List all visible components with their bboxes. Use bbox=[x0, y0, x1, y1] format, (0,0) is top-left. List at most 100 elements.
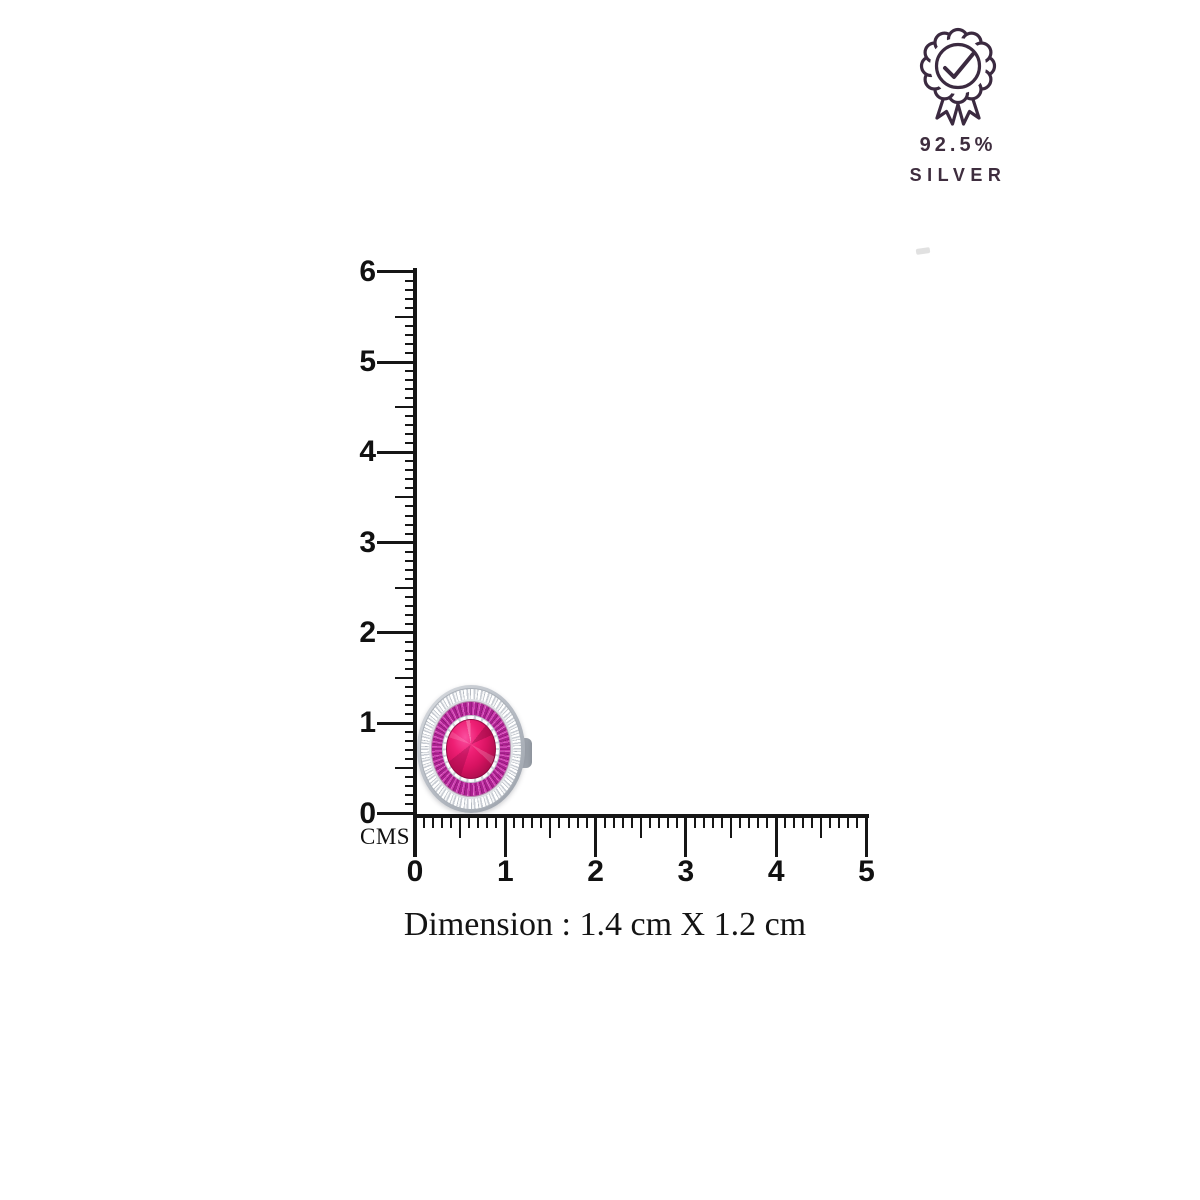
ruler-tick bbox=[459, 816, 462, 838]
ruler-tick bbox=[432, 816, 435, 828]
ruler-tick bbox=[630, 816, 633, 828]
horizontal-ruler-number: 3 bbox=[677, 855, 695, 888]
certification-badge: 92.5% SILVER bbox=[858, 24, 1058, 186]
ruler-tick bbox=[404, 559, 417, 562]
ruler-tick bbox=[684, 816, 688, 857]
ruler-tick bbox=[486, 816, 489, 828]
ruler-tick bbox=[404, 505, 417, 508]
ruler-tick bbox=[567, 816, 570, 828]
ruler-tick bbox=[404, 749, 417, 752]
ruler-tick bbox=[404, 695, 417, 698]
ruler-tick bbox=[376, 812, 417, 815]
ruler-tick bbox=[811, 816, 814, 828]
ruler-tick bbox=[739, 816, 742, 828]
ruler-tick bbox=[404, 794, 417, 797]
ruler-tick bbox=[404, 668, 417, 671]
faint-smudge-mark bbox=[915, 247, 931, 255]
ruler-tick bbox=[468, 816, 471, 828]
ruler-tick bbox=[585, 816, 588, 828]
vertical-ruler-number: 1 bbox=[359, 706, 376, 740]
ruler-tick bbox=[594, 816, 598, 857]
ruler-tick bbox=[829, 816, 832, 828]
ruler-tick bbox=[376, 721, 417, 725]
ruler-tick bbox=[404, 740, 417, 743]
ruler-tick bbox=[477, 816, 480, 828]
ruler-tick bbox=[612, 816, 615, 828]
ruler-tick bbox=[666, 816, 669, 828]
ruler-tick bbox=[838, 816, 841, 828]
ruler-tick bbox=[404, 731, 417, 734]
ruler-tick bbox=[394, 586, 417, 589]
ruler-tick bbox=[404, 640, 417, 643]
ruler-tick bbox=[404, 397, 417, 400]
vertical-ruler-number: 5 bbox=[359, 345, 376, 378]
ruler-tick bbox=[404, 433, 417, 436]
ruler-tick bbox=[847, 816, 850, 828]
ruler-tick bbox=[404, 306, 417, 309]
vertical-ruler-number: 6 bbox=[359, 254, 376, 288]
ruler-tick bbox=[639, 816, 642, 838]
ruler-tick bbox=[404, 288, 417, 291]
horizontal-ruler-number: 5 bbox=[858, 855, 875, 888]
ruler-unit-label: CMS bbox=[360, 824, 411, 849]
ruler-tick bbox=[394, 767, 417, 770]
ruler-tick bbox=[404, 686, 417, 689]
ruler-tick bbox=[404, 379, 417, 382]
horizontal-ruler-number: 4 bbox=[767, 855, 785, 888]
ruler-tick bbox=[603, 816, 606, 828]
ruler-tick bbox=[404, 577, 417, 580]
ruby-facets bbox=[447, 720, 495, 778]
ruler-tick bbox=[404, 532, 417, 535]
ruler-tick bbox=[404, 487, 417, 490]
vertical-ruler-line bbox=[413, 268, 417, 857]
vertical-ruler-number: 0 bbox=[359, 796, 376, 830]
ruler-tick bbox=[441, 816, 444, 828]
award-rosette-check-icon bbox=[919, 27, 997, 126]
ruler-tick bbox=[522, 816, 525, 828]
ruler-tick bbox=[404, 442, 417, 445]
ruler-tick bbox=[784, 816, 787, 828]
ruler-tick bbox=[766, 816, 769, 828]
ruler-tick bbox=[865, 816, 868, 857]
ruler-tick bbox=[404, 649, 417, 652]
ruler-tick bbox=[549, 816, 552, 838]
ruler-tick bbox=[657, 816, 660, 828]
ruler-tick bbox=[404, 415, 417, 418]
ruler-tick bbox=[376, 360, 417, 364]
ruler-tick bbox=[404, 704, 417, 707]
ruler-tick bbox=[404, 514, 417, 517]
ruler-tick bbox=[404, 342, 417, 345]
ruler-tick bbox=[404, 595, 417, 598]
ruler-tick bbox=[404, 388, 417, 391]
ruler-tick bbox=[540, 816, 543, 828]
horizontal-ruler-number: 0 bbox=[406, 855, 424, 888]
ruler-tick bbox=[404, 324, 417, 327]
ruler-tick bbox=[495, 816, 498, 828]
ruler-tick bbox=[404, 613, 417, 616]
ruler-tick bbox=[404, 523, 417, 526]
horizontal-ruler-line bbox=[413, 814, 870, 818]
ruler-tick bbox=[621, 816, 624, 828]
badge-purity-text: 92.5% bbox=[919, 134, 997, 156]
ruler-tick bbox=[531, 816, 534, 828]
ruler-tick bbox=[404, 469, 417, 472]
ruler-tick bbox=[856, 816, 859, 828]
ruler-tick bbox=[404, 550, 417, 553]
ruler-tick bbox=[693, 816, 696, 828]
ruler-tick bbox=[802, 816, 805, 828]
ruler-tick bbox=[513, 816, 516, 828]
ruler-tick bbox=[404, 370, 417, 373]
ruler-tick bbox=[404, 622, 417, 625]
ruler-tick bbox=[413, 816, 417, 857]
badge-material-text: SILVER bbox=[909, 165, 1007, 185]
ruler-tick bbox=[721, 816, 724, 828]
ruler-tick bbox=[675, 816, 678, 828]
vertical-ruler-number: 3 bbox=[359, 525, 376, 559]
ruler-tick bbox=[648, 816, 651, 828]
ruler-tick bbox=[793, 816, 796, 828]
ruler-tick bbox=[404, 460, 417, 463]
ruler-tick bbox=[394, 677, 417, 680]
ruler-tick bbox=[404, 658, 417, 661]
ruler-tick bbox=[503, 816, 507, 857]
